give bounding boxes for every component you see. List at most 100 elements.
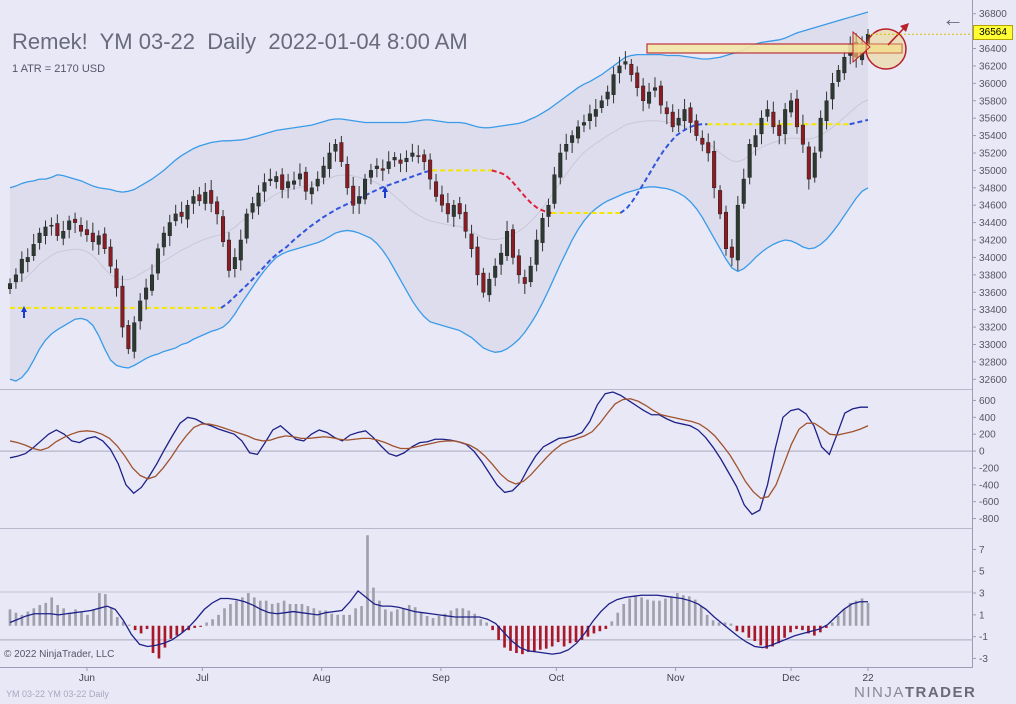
macd-axis-tick-label: 0: [979, 447, 985, 458]
hist-axis-tick-label: 7: [979, 545, 985, 556]
candle-body: [185, 204, 190, 220]
candle-body: [546, 204, 551, 217]
back-arrow-icon[interactable]: ←: [942, 6, 964, 31]
histogram-bar: [437, 615, 441, 626]
candle-body: [268, 178, 273, 182]
histogram-bar: [848, 602, 852, 626]
candle-body: [528, 265, 533, 283]
candle-body: [570, 135, 575, 143]
candle-body: [510, 229, 515, 258]
wedge-annotation: [852, 30, 871, 64]
middle-band-line: [10, 99, 869, 285]
candle-body: [191, 196, 196, 204]
histogram-bar: [431, 618, 435, 626]
brand-prefix: NINJA: [854, 684, 905, 701]
histogram-bar: [795, 625, 798, 630]
candle-body: [84, 229, 89, 236]
histogram-bar: [26, 611, 30, 626]
candle-body: [67, 220, 72, 230]
histogram-bar: [556, 625, 560, 643]
candle-body: [37, 232, 42, 243]
histogram-bar: [729, 623, 733, 626]
histogram-bar: [467, 610, 471, 626]
histogram-bar: [98, 593, 101, 626]
candle-body: [132, 322, 137, 352]
candle-body: [303, 171, 308, 192]
histogram-bar: [765, 625, 769, 649]
keltner-blue-segment: [849, 118, 869, 126]
time-axis-label: Dec: [782, 673, 800, 684]
histogram-bar: [479, 619, 483, 626]
candle-body: [203, 191, 208, 204]
histogram-bar: [842, 609, 846, 626]
candle-body: [581, 122, 586, 126]
histogram-bar: [580, 625, 584, 640]
up-arrow-line: [887, 25, 907, 46]
candle-body: [404, 157, 409, 162]
candle-body: [818, 117, 823, 152]
histogram-bar: [723, 622, 727, 626]
histogram-bar: [658, 600, 661, 626]
histogram-bar: [121, 621, 125, 626]
candle-body: [617, 65, 622, 74]
histogram-bar: [139, 625, 143, 634]
histogram-bar: [378, 600, 381, 626]
histogram-bar: [115, 617, 119, 626]
histogram-bar: [205, 622, 208, 626]
histogram-bar: [38, 605, 42, 626]
candle-body: [161, 232, 166, 248]
candle-body: [688, 107, 693, 123]
histogram-bar: [598, 625, 602, 632]
histogram-bar: [652, 600, 655, 626]
candle-body: [652, 87, 657, 91]
histogram-bar: [640, 597, 643, 626]
candle-body: [635, 72, 640, 88]
histogram-bar: [312, 608, 316, 626]
candle-body: [144, 287, 149, 300]
price-axis-tick-label: 35800: [979, 96, 1007, 107]
histogram-signal-line: [9, 589, 868, 655]
histogram-bar: [419, 612, 423, 626]
candle-body: [522, 277, 527, 284]
price-axis-tick-label: 32600: [979, 375, 1007, 386]
candle-body: [173, 213, 178, 222]
candle-body: [576, 126, 581, 139]
candle-body: [179, 211, 184, 217]
macd-axis-tick-label: -600: [979, 497, 999, 508]
candle-body: [96, 235, 101, 245]
macd-axis-tick-label: -200: [979, 463, 999, 474]
histogram-bar: [270, 603, 274, 626]
histogram-bar: [830, 622, 834, 626]
candle-body: [558, 152, 563, 178]
histogram-bar: [175, 625, 179, 636]
candle-body: [842, 56, 847, 74]
candle-body: [315, 178, 320, 187]
candle-body: [244, 213, 249, 239]
price-axis-tick-label: 36400: [979, 44, 1007, 55]
histogram-bar: [86, 614, 89, 626]
price-axis-tick-label: 35200: [979, 148, 1007, 159]
candle-body: [516, 255, 521, 276]
candle-body: [327, 152, 332, 169]
hist-axis-tick-label: 3: [979, 589, 985, 600]
histogram-bar: [56, 605, 59, 626]
time-axis-label: Aug: [313, 673, 331, 684]
breakout-circle: [865, 28, 907, 70]
candle-body: [422, 154, 427, 162]
candle-body: [747, 144, 752, 178]
candle-body: [658, 85, 663, 106]
candle-body: [78, 224, 84, 232]
buy-arrow-icon: [21, 306, 27, 318]
candle-body: [469, 233, 474, 249]
lower-band-line: [9, 186, 869, 382]
price-axis-tick-label: 33000: [979, 340, 1007, 351]
histogram-bar: [348, 614, 351, 626]
candle-body: [718, 190, 723, 215]
candle-body: [487, 278, 492, 296]
histogram-bar: [693, 599, 697, 626]
candle-body: [564, 144, 569, 152]
candle-body: [292, 180, 297, 185]
macd-axis-tick-label: 200: [979, 430, 996, 441]
candle-body: [197, 194, 202, 202]
